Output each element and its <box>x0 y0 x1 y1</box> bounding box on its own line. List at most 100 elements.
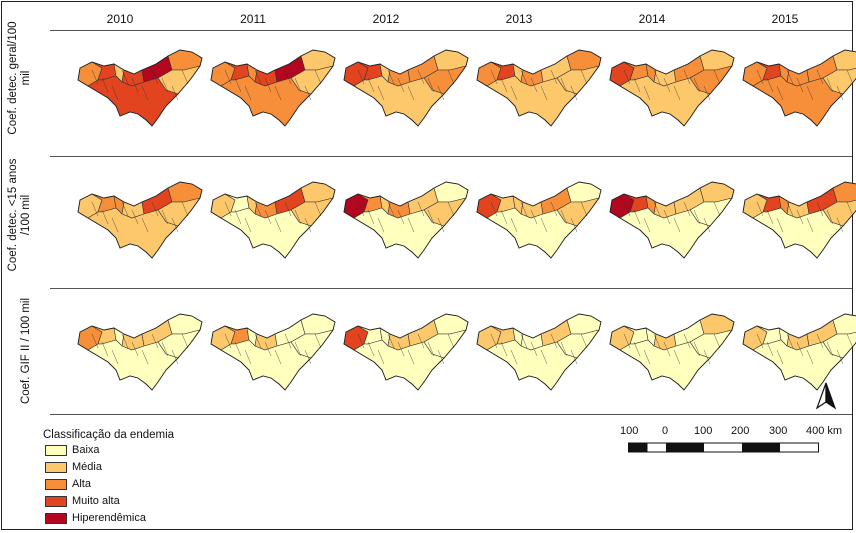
row-label-3: Coef. GIF II / 100 mil <box>20 297 32 405</box>
municipality-boundary <box>786 69 794 85</box>
municipality-boundary <box>171 217 179 233</box>
scale-label: 300 <box>769 425 788 437</box>
municipality-boundary <box>826 341 834 357</box>
municipality-boundary <box>643 85 651 101</box>
scale-label: 200 <box>731 425 750 437</box>
municipality-boundary <box>141 349 149 365</box>
municipality-region <box>832 313 856 335</box>
choropleth-map-2011-row1 <box>210 49 336 127</box>
legend-label: Muito alta <box>72 495 120 507</box>
row-label-2: Coef. detec. <15 anos/100 mil <box>7 158 32 272</box>
choropleth-map-2013-row3 <box>476 313 602 391</box>
municipality-boundary <box>357 333 365 349</box>
municipality-boundary <box>264 77 272 93</box>
municipality-boundary <box>304 349 312 365</box>
legend-label: Alta <box>72 478 91 490</box>
municipality-boundary <box>580 69 588 85</box>
municipality-boundary <box>663 341 671 357</box>
municipality-boundary <box>703 85 711 101</box>
municipality-boundary <box>121 69 129 85</box>
municipality-boundary <box>181 201 189 217</box>
municipality-boundary <box>437 85 445 101</box>
municipality-boundary <box>786 333 794 349</box>
municipality-boundary <box>846 201 854 217</box>
municipality-boundary <box>101 209 109 225</box>
choropleth-map-2010-row2 <box>77 181 203 259</box>
municipality-boundary <box>151 201 159 217</box>
legend-item: Média <box>45 460 102 474</box>
municipality-boundary <box>550 201 558 217</box>
municipality-boundary <box>776 217 784 233</box>
state-outline <box>609 49 735 127</box>
municipality-boundary <box>776 85 784 101</box>
municipality-boundary <box>387 333 395 349</box>
municipality-boundary <box>224 333 232 349</box>
municipality-boundary <box>786 201 794 217</box>
municipality-boundary <box>91 333 99 349</box>
state-outline <box>210 313 336 391</box>
legend-label: Baixa <box>72 444 100 456</box>
year-header-2010: 2010 <box>106 12 134 26</box>
legend-item: Baixa <box>45 443 100 457</box>
municipality-boundary <box>274 349 282 365</box>
scale-label: 0 <box>662 425 669 437</box>
municipality-boundary <box>663 209 671 225</box>
municipality-boundary <box>284 69 292 85</box>
municipality-boundary <box>171 349 179 365</box>
municipality-boundary <box>131 209 139 225</box>
municipality-boundary <box>244 85 252 101</box>
municipality-boundary <box>703 349 711 365</box>
choropleth-map-2010-row1 <box>77 49 203 127</box>
year-header-2015: 2015 <box>771 12 799 26</box>
municipality-boundary <box>151 69 159 85</box>
municipality-boundary <box>111 85 119 101</box>
municipality-boundary <box>816 333 824 349</box>
municipality-boundary <box>161 77 169 93</box>
year-header-2014: 2014 <box>638 12 666 26</box>
municipality-boundary <box>294 209 302 225</box>
municipality-boundary <box>623 333 631 349</box>
municipality-boundary <box>357 69 365 85</box>
municipality-boundary <box>490 333 498 349</box>
municipality-boundary <box>806 85 814 101</box>
municipality-boundary <box>367 341 375 357</box>
municipality-boundary <box>633 77 641 93</box>
municipality-boundary <box>274 217 282 233</box>
row-separator <box>50 30 852 31</box>
municipality-region <box>832 181 856 203</box>
municipality-boundary <box>776 349 784 365</box>
municipality-boundary <box>294 77 302 93</box>
municipality-boundary <box>653 333 661 349</box>
municipality-boundary <box>284 333 292 349</box>
municipality-boundary <box>530 77 538 93</box>
municipality-boundary <box>367 209 375 225</box>
municipality-boundary <box>520 69 528 85</box>
row-label-1: Coef. detec. geral/100 mil <box>7 21 32 135</box>
choropleth-map-2013-row1 <box>476 49 602 127</box>
municipality-boundary <box>806 217 814 233</box>
state-outline <box>343 49 469 127</box>
legend-item: Muito alta <box>45 494 120 508</box>
legend-item: Hiperendêmica <box>45 511 146 525</box>
municipality-boundary <box>224 201 232 217</box>
municipality-boundary <box>643 349 651 365</box>
municipality-boundary <box>826 209 834 225</box>
municipality-boundary <box>101 77 109 93</box>
municipality-boundary <box>806 349 814 365</box>
municipality-boundary <box>796 209 804 225</box>
municipality-boundary <box>254 201 262 217</box>
municipality-boundary <box>846 333 854 349</box>
state-outline <box>609 313 735 391</box>
municipality-boundary <box>756 333 764 349</box>
municipality-boundary <box>560 209 568 225</box>
row-separator <box>50 156 852 157</box>
municipality-boundary <box>131 77 139 93</box>
state-outline <box>77 49 203 127</box>
municipality-boundary <box>131 341 139 357</box>
municipality-boundary <box>111 349 119 365</box>
legend-swatch <box>45 512 67 524</box>
municipality-boundary <box>756 69 764 85</box>
municipality-boundary <box>693 209 701 225</box>
municipality-boundary <box>397 209 405 225</box>
municipality-boundary <box>234 341 242 357</box>
